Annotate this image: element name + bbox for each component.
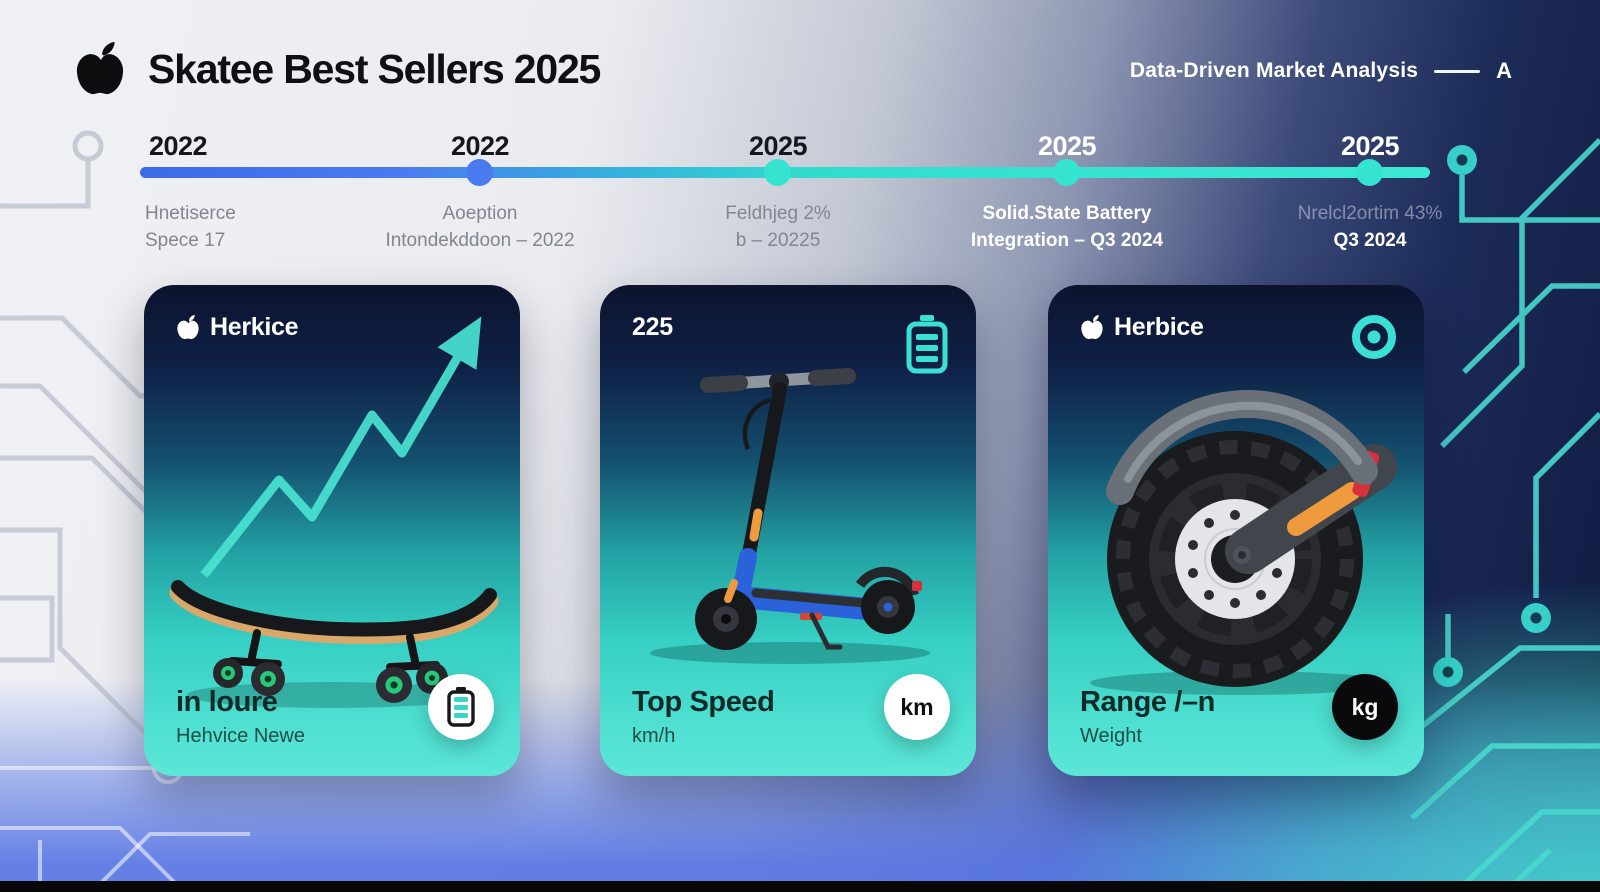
timeline-label: Spece 17: [145, 229, 226, 251]
battery-icon: [447, 687, 475, 727]
timeline-dot-5: [1356, 159, 1383, 186]
card-brand-label: Herkice: [210, 313, 299, 341]
apple-logo-icon: [1081, 315, 1103, 340]
timeline-label: Intondekddoon – 2022: [385, 229, 575, 251]
timeline-year: 2022: [450, 131, 510, 161]
timeline-dot-2: [466, 159, 493, 186]
subheader: Data-Driven Market Analysis A: [1130, 58, 1512, 84]
card-brand-label: Herbice: [1114, 313, 1204, 341]
timeline-year: 2025: [1037, 131, 1097, 161]
card-subtitle: km/h: [632, 725, 676, 747]
product-card-scooter: 225 Top Speed km/h km: [600, 285, 976, 776]
subtitle-suffix: A: [1496, 58, 1512, 83]
timeline-dot-3: [764, 159, 791, 186]
card-subtitle: Weight: [1080, 725, 1142, 747]
timeline-label: Integration – Q3 2024: [970, 229, 1164, 251]
timeline-label: Solid.State Battery: [982, 203, 1152, 224]
timeline-dot-4: [1053, 159, 1080, 186]
timeline-year: 2022: [149, 131, 208, 161]
target-icon: [1352, 315, 1396, 359]
timeline-label: Q3 2024: [1333, 229, 1407, 251]
product-card-skateboard: Herkice in loure Hehvice Newe: [144, 285, 520, 776]
timeline-year: 2025: [748, 131, 808, 161]
timeline-label: Aoeption: [442, 203, 518, 224]
apple-logo-icon: [177, 315, 199, 340]
dash-line: [1434, 69, 1481, 73]
kg-badge: kg: [1332, 674, 1398, 740]
timeline-label: Nrelcl2ortim 43%: [1297, 203, 1443, 224]
timeline-label: Feldhjeg 2%: [725, 203, 831, 224]
card-title: Range /–n: [1080, 686, 1215, 718]
card-subtitle: Hehvice Newe: [176, 725, 305, 747]
km-badge: km: [884, 674, 950, 740]
subtitle-text: Data-Driven Market Analysis: [1129, 59, 1419, 82]
trend-arrow-icon: [200, 316, 482, 578]
battery-badge: [428, 674, 494, 740]
card-brand: 225: [632, 313, 673, 342]
card-brand-label: 225: [632, 313, 673, 341]
bottom-black-bar: [0, 881, 1600, 892]
product-card-wheel: Herbice Range /–n Weight kg: [1048, 285, 1424, 776]
timeline-label: Hnetiserce: [145, 203, 236, 224]
header: Skatee Best Sellers 2025: [74, 38, 601, 100]
card-brand: Herbice: [1080, 313, 1204, 342]
battery-icon: [906, 315, 948, 374]
card-brand: Herkice: [176, 313, 299, 342]
timeline-label: b – 20225: [735, 229, 821, 251]
apple-logo-icon: [76, 41, 124, 95]
wheel-image: [1090, 390, 1397, 695]
page-title: Skatee Best Sellers 2025: [148, 45, 601, 92]
card-title: Top Speed: [632, 686, 775, 718]
scooter-image: [650, 368, 930, 664]
timeline-year: 2025: [1340, 131, 1400, 161]
card-title: in loure: [176, 686, 278, 718]
